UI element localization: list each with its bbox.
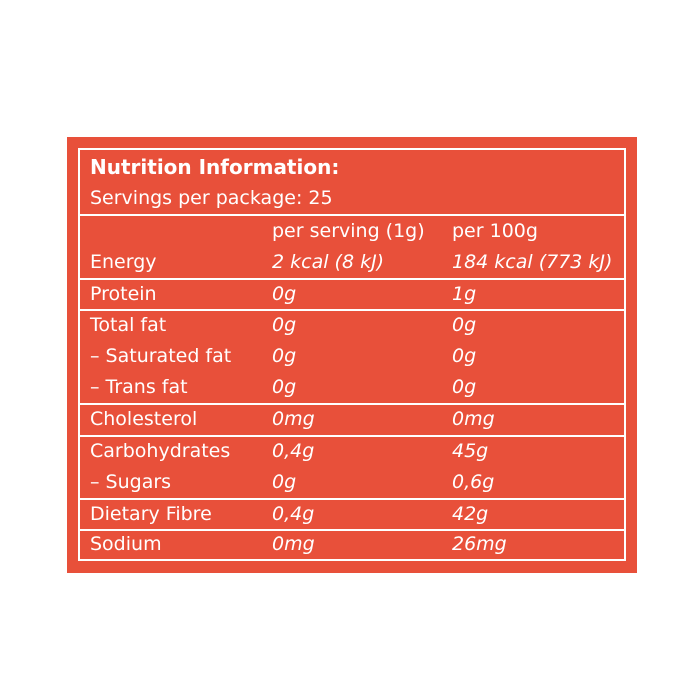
nutrient-name: Carbohydrates [90,440,231,462]
column-header-per-100g: per 100g [452,220,538,242]
column-header-row: per serving (1g) per 100g [80,216,624,247]
divider [80,498,624,500]
nutrient-name: Dietary Fibre [90,503,212,525]
nutrient-name: Protein [90,283,157,305]
per-serving-value: 0mg [272,408,315,430]
table-row-saturated-fat: – Saturated fat 0g 0g [80,341,624,372]
divider [80,435,624,437]
per-100g-value: 26mg [452,533,507,555]
per-100g-value: 0,6g [452,471,495,493]
nutrition-title: Nutrition Information: [90,155,340,179]
per-serving-value: 0g [272,314,297,336]
servings-per-package: Servings per package: 25 [90,187,333,209]
per-serving-value: 0,4g [272,440,315,462]
nutrient-name: Cholesterol [90,408,198,430]
divider [80,403,624,405]
per-serving-value: 0mg [272,533,315,555]
per-100g-value: 184 kcal (773 kJ) [452,251,613,273]
per-100g-value: 0g [452,314,477,336]
per-serving-value: 0g [272,471,297,493]
table-row-sugars: – Sugars 0g 0,6g [80,467,624,498]
divider [80,214,624,216]
per-serving-value: 0,4g [272,503,315,525]
table-row-total-fat: Total fat 0g 0g [80,310,624,341]
column-header-per-serving: per serving (1g) [272,220,425,242]
per-100g-value: 0mg [452,408,495,430]
nutrition-table: Nutrition Information: Servings per pack… [78,148,626,561]
table-row-cholesterol: Cholesterol 0mg 0mg [80,404,624,435]
per-serving-value: 2 kcal (8 kJ) [272,251,385,273]
divider [80,529,624,531]
table-row-sodium: Sodium 0mg 26mg [80,529,624,560]
per-100g-value: 45g [452,440,489,462]
per-serving-value: 0g [272,283,297,305]
table-row-trans-fat: – Trans fat 0g 0g [80,372,624,403]
per-100g-value: 1g [452,283,477,305]
table-row-energy: Energy 2 kcal (8 kJ) 184 kcal (773 kJ) [80,247,624,278]
nutrition-label-panel: Nutrition Information: Servings per pack… [67,137,637,573]
nutrient-name: – Trans fat [90,376,188,398]
table-row-carbohydrates: Carbohydrates 0,4g 45g [80,436,624,467]
divider [80,278,624,280]
per-serving-value: 0g [272,345,297,367]
nutrient-name: – Saturated fat [90,345,232,367]
per-100g-value: 0g [452,376,477,398]
nutrient-name: Total fat [90,314,167,336]
per-100g-value: 0g [452,345,477,367]
table-row-dietary-fibre: Dietary Fibre 0,4g 42g [80,499,624,530]
table-row-protein: Protein 0g 1g [80,279,624,310]
divider [80,309,624,311]
per-100g-value: 42g [452,503,489,525]
per-serving-value: 0g [272,376,297,398]
nutrient-name: Energy [90,251,157,273]
nutrient-name: – Sugars [90,471,172,493]
nutrient-name: Sodium [90,533,162,555]
